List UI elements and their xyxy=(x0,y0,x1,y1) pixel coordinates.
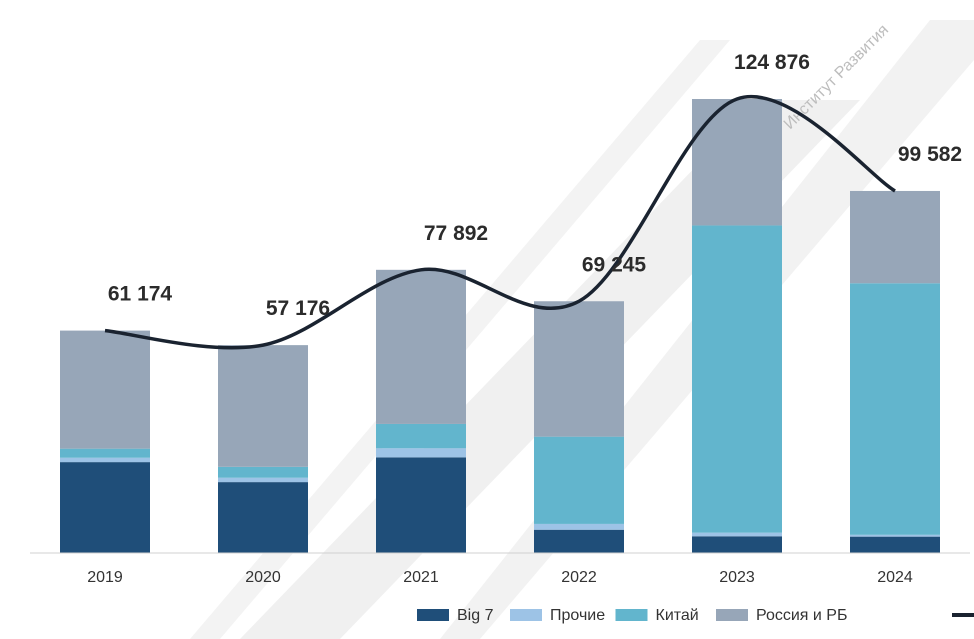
total-label-2019: 61 174 xyxy=(108,283,173,306)
legend-swatch-2 xyxy=(615,609,648,621)
bar-2024-series-0 xyxy=(850,536,940,553)
bar-2021-series-1 xyxy=(376,448,466,458)
total-label-2023: 124 876 xyxy=(734,51,810,74)
bar-2020-series-1 xyxy=(218,477,308,483)
bar-2019-series-1 xyxy=(60,457,150,463)
x-tick-2021: 2021 xyxy=(403,569,439,586)
legend-trend-swatch xyxy=(952,613,974,617)
bar-2024-series-2 xyxy=(850,283,940,535)
bar-2019-series-0 xyxy=(60,462,150,553)
bar-2023-series-1 xyxy=(692,532,782,537)
legend-label-2: Китай xyxy=(656,607,699,624)
bar-2022-series-2 xyxy=(534,436,624,524)
legend-swatch-0 xyxy=(417,609,449,621)
bar-2020-series-2 xyxy=(218,466,308,478)
bar-2020-series-0 xyxy=(218,482,308,553)
bar-2023-series-3 xyxy=(692,99,782,226)
bar-2023-series-0 xyxy=(692,536,782,553)
bar-2021-series-0 xyxy=(376,457,466,553)
total-label-2020: 57 176 xyxy=(266,297,330,320)
legend-swatch-1 xyxy=(510,609,542,621)
legend-label-0: Big 7 xyxy=(457,607,494,624)
total-label-2022: 69 245 xyxy=(582,253,647,276)
x-tick-2020: 2020 xyxy=(245,569,281,586)
bar-2019-series-2 xyxy=(60,448,150,458)
bars xyxy=(60,99,940,553)
bar-2024-series-3 xyxy=(850,190,940,284)
x-tick-labels: 2019 2020 2021 2022 2023 2024 xyxy=(87,569,913,586)
bar-2022-series-0 xyxy=(534,529,624,553)
bar-2020-series-3 xyxy=(218,345,308,467)
x-tick-2022: 2022 xyxy=(561,569,597,586)
bar-2022-series-3 xyxy=(534,301,624,437)
bar-2024-series-1 xyxy=(850,534,940,537)
legend: Big 7 Прочие Китай Россия и РБ xyxy=(417,607,974,624)
bar-2023-series-2 xyxy=(692,225,782,533)
bar-2021-series-2 xyxy=(376,423,466,449)
bar-2021-series-3 xyxy=(376,269,466,424)
legend-swatch-3 xyxy=(716,609,748,621)
x-tick-2019: 2019 xyxy=(87,569,123,586)
total-label-2021: 77 892 xyxy=(424,222,488,245)
total-label-2024: 99 582 xyxy=(898,143,962,166)
total-labels: 61 174 57 176 77 892 69 245 124 876 99 582 xyxy=(108,51,962,320)
bar-2022-series-1 xyxy=(534,523,624,530)
bar-2019-series-3 xyxy=(60,330,150,449)
x-tick-2024: 2024 xyxy=(877,569,913,586)
trend-line xyxy=(104,95,896,350)
legend-label-1: Прочие xyxy=(550,607,605,624)
legend-label-3: Россия и РБ xyxy=(756,607,847,624)
x-tick-2023: 2023 xyxy=(719,569,755,586)
